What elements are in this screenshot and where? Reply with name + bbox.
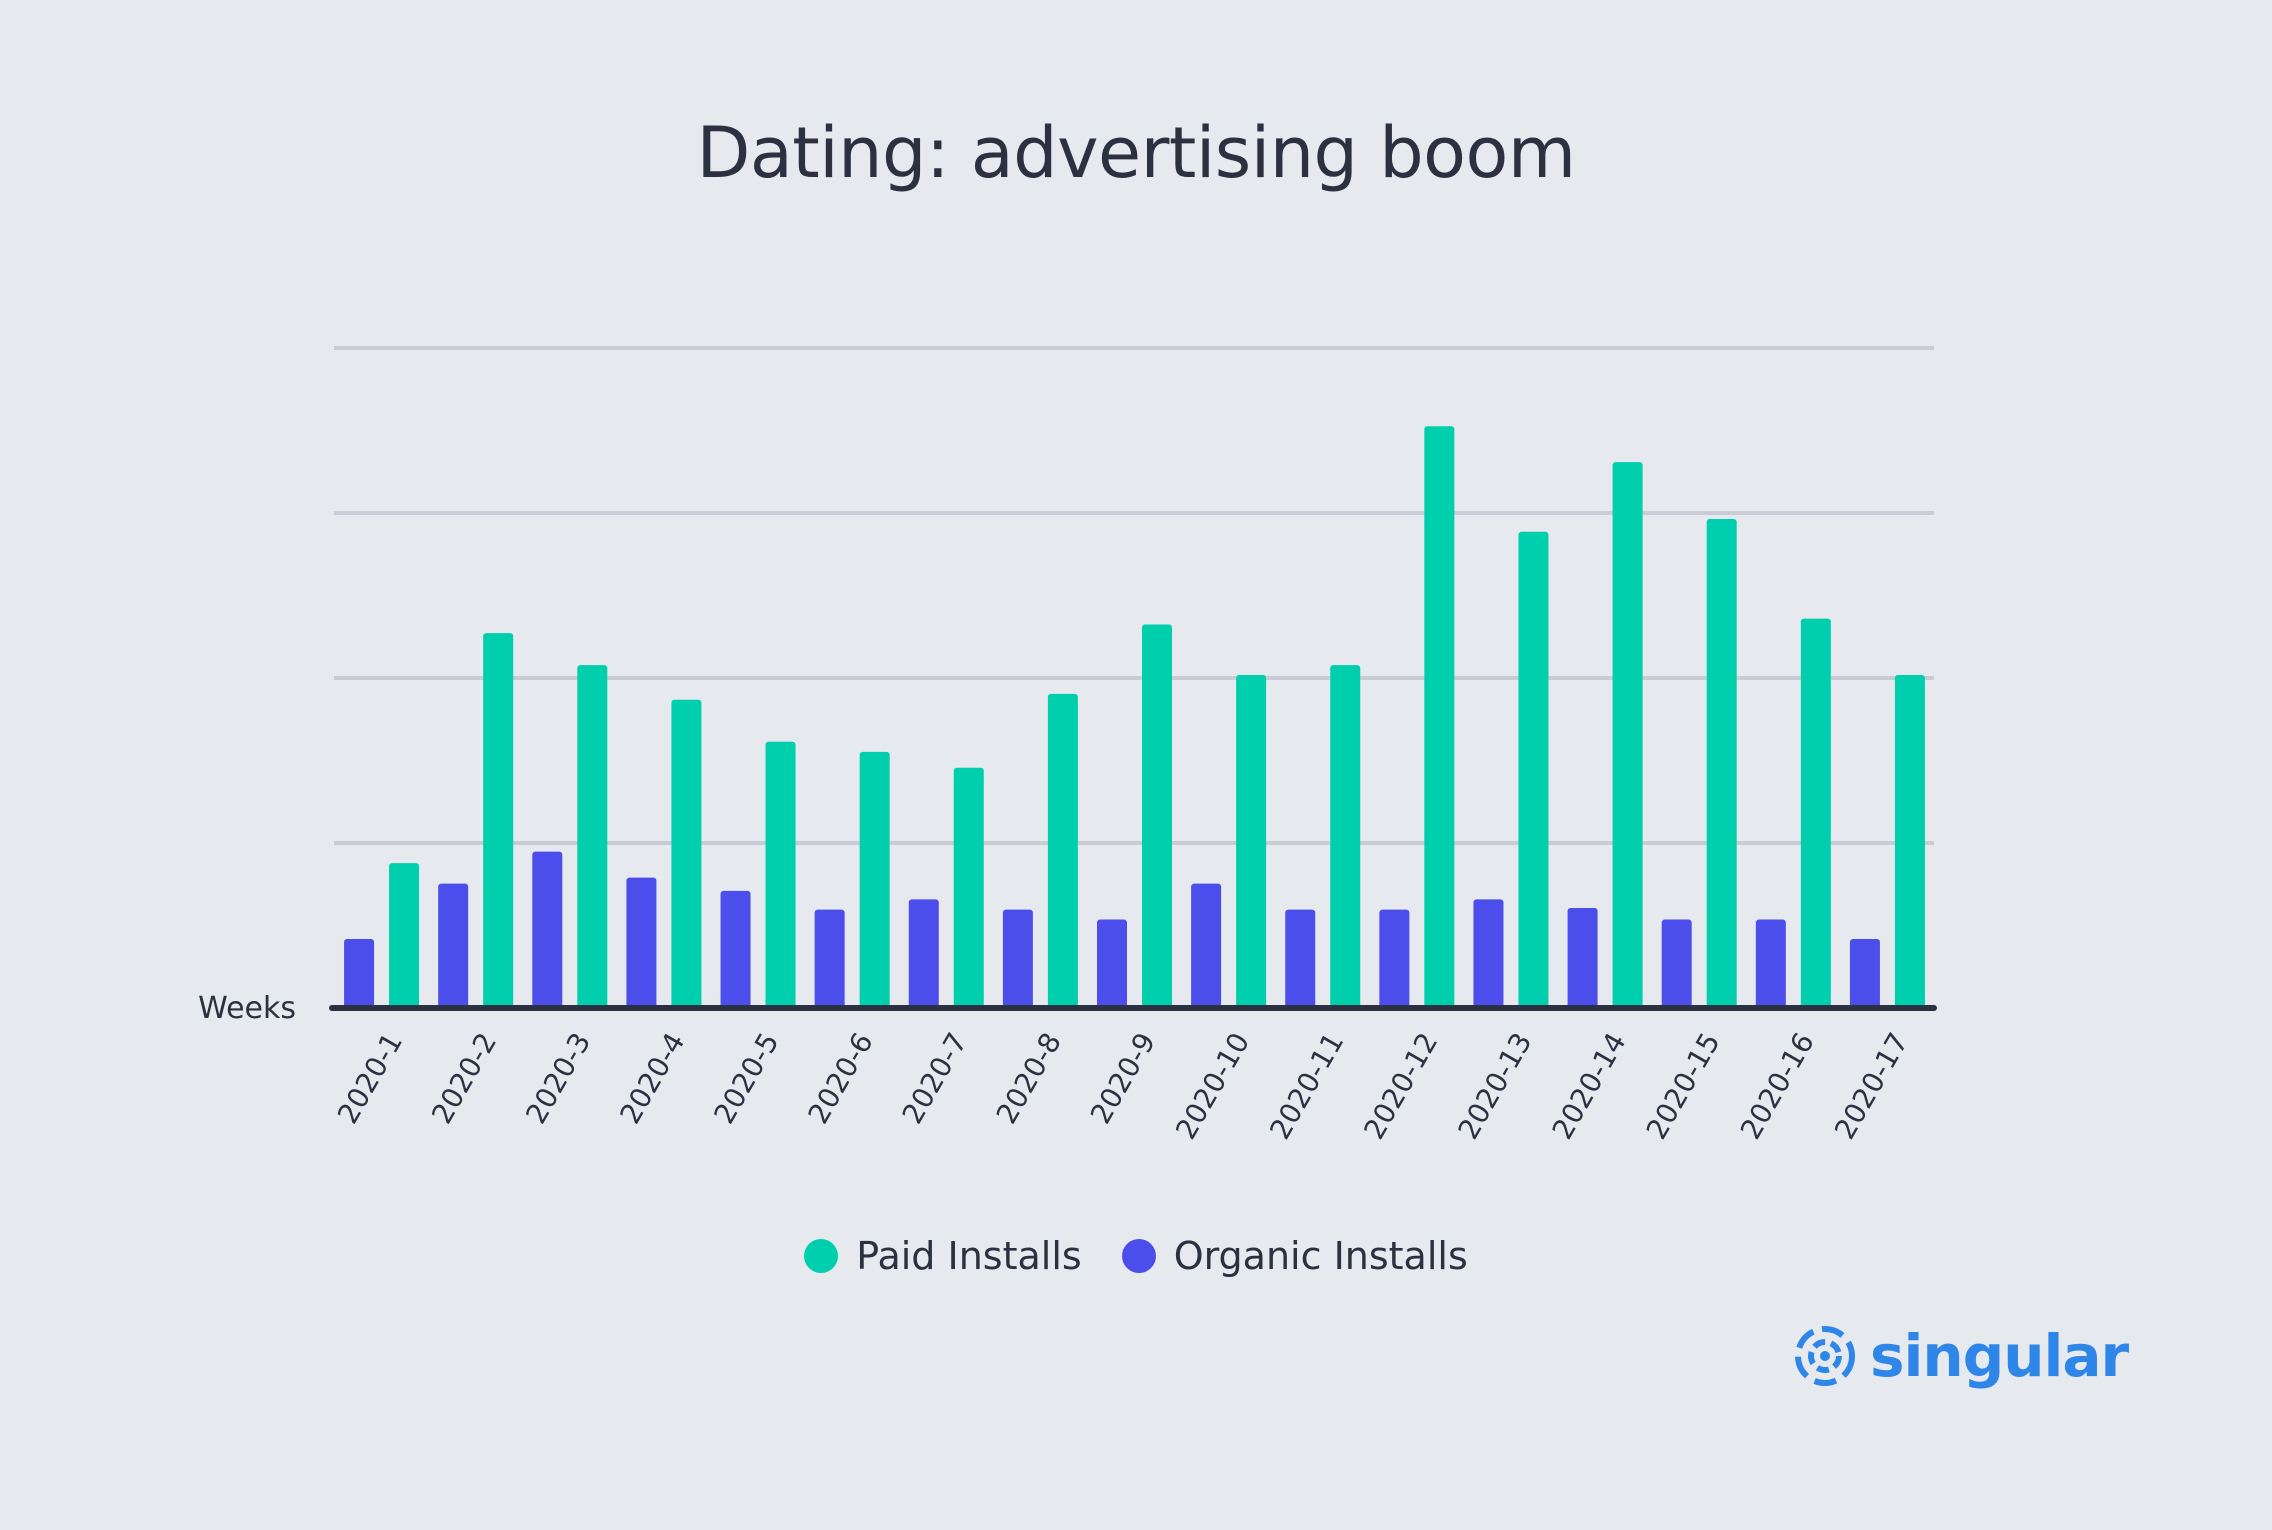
bar-paid-2020-9 — [1142, 624, 1172, 1008]
bar-organic-2020-12 — [1379, 909, 1410, 1008]
x-tick-label-2020-16: 2020-16 — [1734, 1027, 1821, 1145]
legend: Paid Installs Organic Installs — [0, 1234, 2272, 1278]
legend-paid-dot-icon — [804, 1239, 839, 1273]
bar-paid-2020-4 — [671, 699, 702, 1008]
singular-logo-icon — [1795, 1326, 1855, 1386]
bar-organic-2020-6 — [814, 909, 845, 1008]
bar-paid-2020-15 — [1706, 518, 1737, 1008]
brand-name: singular — [1870, 1322, 2129, 1390]
bar-organic-2020-2 — [438, 883, 469, 1008]
bar-organic-2020-14 — [1567, 908, 1598, 1008]
x-tick-label-2020-11: 2020-11 — [1263, 1027, 1350, 1145]
bar-paid-2020-3 — [577, 665, 608, 1008]
bar-paid-2020-5 — [765, 741, 796, 1008]
bar-organic-2020-4 — [626, 877, 657, 1008]
x-tick-labels: 2020-1 2020-2 2020-3 2020-4 2020-5 2020-6 2020… — [331, 1027, 1915, 1145]
gridlines — [334, 346, 1934, 845]
bar-paid-2020-12 — [1424, 426, 1455, 1009]
x-tick-label-2020-15: 2020-15 — [1640, 1027, 1727, 1145]
legend-organic-label: Organic Installs — [1173, 1234, 1468, 1278]
bar-organic-2020-17 — [1849, 939, 1880, 1008]
x-axis-label: Weeks — [198, 991, 296, 1026]
bar-paid-2020-13 — [1518, 531, 1549, 1008]
bar-paid-2020-11 — [1330, 665, 1361, 1008]
bar-organic-2020-1 — [344, 939, 375, 1008]
legend-paid-label: Paid Installs — [856, 1234, 1082, 1278]
x-tick-label-2020-9: 2020-9 — [1084, 1027, 1162, 1129]
x-tick-label-2020-12: 2020-12 — [1357, 1027, 1444, 1145]
x-tick-label-2020-3: 2020-3 — [519, 1027, 597, 1129]
x-tick-label-2020-6: 2020-6 — [802, 1027, 880, 1129]
bar-organic-2020-7 — [908, 899, 939, 1008]
bar-paid-2020-7 — [953, 767, 984, 1008]
x-tick-label-2020-14: 2020-14 — [1546, 1027, 1633, 1145]
bar-organic-2020-15 — [1661, 919, 1692, 1008]
x-tick-label-2020-13: 2020-13 — [1451, 1027, 1538, 1145]
bar-organic-2020-13 — [1473, 899, 1504, 1008]
bar-organic-2020-9 — [1097, 919, 1127, 1008]
bar-organic-2020-5 — [720, 890, 751, 1008]
bar-paid-2020-17 — [1894, 675, 1925, 1008]
x-tick-label-2020-4: 2020-4 — [613, 1027, 691, 1129]
bar-paid-2020-14 — [1612, 462, 1643, 1008]
x-tick-label-2020-7: 2020-7 — [896, 1027, 974, 1129]
legend-item-organic: Organic Installs — [1121, 1234, 1468, 1278]
brand-logo: singular — [1794, 1322, 2129, 1390]
bar-paid-2020-2 — [483, 633, 514, 1008]
bar-paid-2020-16 — [1800, 618, 1831, 1008]
bar-organic-2020-16 — [1755, 919, 1786, 1008]
bar-paid-2020-10 — [1236, 675, 1267, 1008]
bar-organic-2020-10 — [1191, 883, 1222, 1008]
bar-paid-2020-1 — [389, 863, 420, 1008]
bars — [344, 426, 1925, 1009]
bar-paid-2020-6 — [859, 751, 890, 1008]
bar-organic-2020-3 — [532, 851, 563, 1008]
x-tick-label-2020-8: 2020-8 — [990, 1027, 1068, 1129]
x-tick-label-2020-10: 2020-10 — [1169, 1027, 1256, 1145]
x-tick-label-2020-17: 2020-17 — [1828, 1027, 1915, 1145]
legend-organic-dot-icon — [1121, 1239, 1156, 1273]
bar-organic-2020-11 — [1285, 909, 1316, 1008]
x-tick-label-2020-1: 2020-1 — [331, 1027, 409, 1129]
bar-organic-2020-8 — [1002, 909, 1033, 1008]
legend-item-paid: Paid Installs — [804, 1234, 1082, 1278]
bar-paid-2020-8 — [1047, 693, 1078, 1008]
chart-title: Dating: advertising boom — [696, 112, 1576, 194]
x-tick-label-2020-5: 2020-5 — [707, 1027, 785, 1129]
x-tick-label-2020-2: 2020-2 — [425, 1027, 503, 1129]
